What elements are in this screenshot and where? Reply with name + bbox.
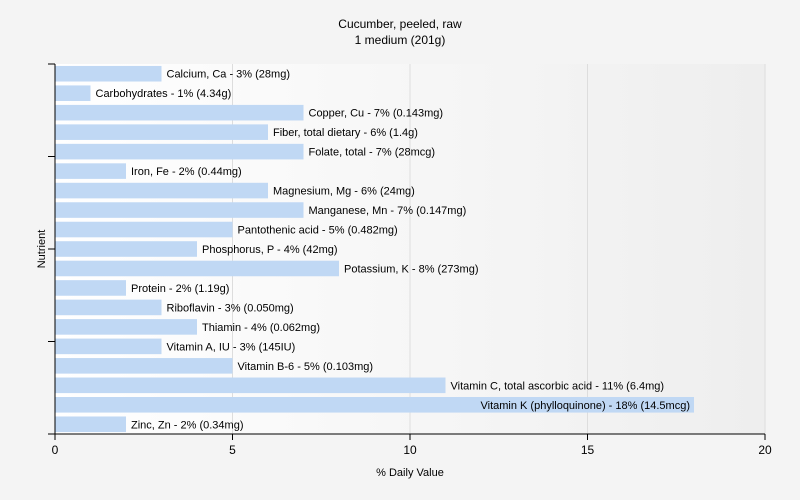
bar-label: Vitamin A, IU - 3% (145IU) xyxy=(167,341,296,353)
bar xyxy=(55,319,197,335)
bar-label: Thiamin - 4% (0.062mg) xyxy=(202,322,320,334)
x-axis-label: % Daily Value xyxy=(376,467,444,479)
bar-label: Folate, total - 7% (28mcg) xyxy=(309,147,436,159)
bar xyxy=(55,358,233,374)
bar xyxy=(55,397,694,413)
bar xyxy=(55,416,126,433)
bar-label: Calcium, Ca - 3% (28mg) xyxy=(167,69,290,81)
bar-label: Phosphorus, P - 4% (42mg) xyxy=(202,244,338,256)
bar-labels: Calcium, Ca - 3% (28mg) Carbohydrates - 1… xyxy=(96,69,691,432)
bar xyxy=(55,377,446,394)
bar-label: Copper, Cu - 7% (0.143mg) xyxy=(309,108,444,120)
x-axis-ticks: 0 5 10 15 20 xyxy=(52,434,772,457)
bar xyxy=(55,338,162,355)
bar xyxy=(55,299,162,316)
bar-label: Vitamin B-6 - 5% (0.103mg) xyxy=(238,361,374,373)
bar xyxy=(55,280,126,296)
bar xyxy=(55,104,304,121)
y-axis-label: Nutrient xyxy=(36,230,48,269)
x-tick-label: 10 xyxy=(403,443,417,457)
bar xyxy=(55,241,197,257)
bar-label: Manganese, Mn - 7% (0.147mg) xyxy=(309,205,467,217)
bar xyxy=(55,143,304,160)
bar-label: Potassium, K - 8% (273mg) xyxy=(344,263,479,275)
x-tick-label: 5 xyxy=(229,443,236,457)
bar xyxy=(55,124,268,140)
chart-subtitle: 1 medium (201g) xyxy=(355,33,446,47)
bar-label: Vitamin C, total ascorbic acid - 11% (6.… xyxy=(451,380,665,392)
bar xyxy=(55,202,304,218)
x-tick-label: 0 xyxy=(52,443,59,457)
bar-label: Fiber, total dietary - 6% (1.4g) xyxy=(273,127,418,139)
bar-label: Riboflavin - 3% (0.050mg) xyxy=(167,302,294,314)
bar-label: Iron, Fe - 2% (0.44mg) xyxy=(131,166,242,178)
bar xyxy=(55,65,162,82)
bar xyxy=(55,221,233,238)
x-tick-label: 15 xyxy=(581,443,595,457)
bar xyxy=(55,85,91,101)
bar xyxy=(55,182,268,199)
bar-label: Zinc, Zn - 2% (0.34mg) xyxy=(131,419,243,431)
bar-label: Magnesium, Mg - 6% (24mg) xyxy=(273,186,415,198)
chart-title: Cucumber, peeled, raw xyxy=(338,17,462,31)
bar-label: Carbohydrates - 1% (4.34g) xyxy=(96,88,232,100)
bar-label: Protein - 2% (1.19g) xyxy=(131,283,229,295)
bar xyxy=(55,260,339,277)
bars xyxy=(55,65,694,433)
bar-label: Vitamin K (phylloquinone) - 18% (14.5mcg… xyxy=(480,400,690,412)
bar xyxy=(55,163,126,179)
x-tick-label: 20 xyxy=(758,443,772,457)
bar-label: Pantothenic acid - 5% (0.482mg) xyxy=(238,225,398,237)
